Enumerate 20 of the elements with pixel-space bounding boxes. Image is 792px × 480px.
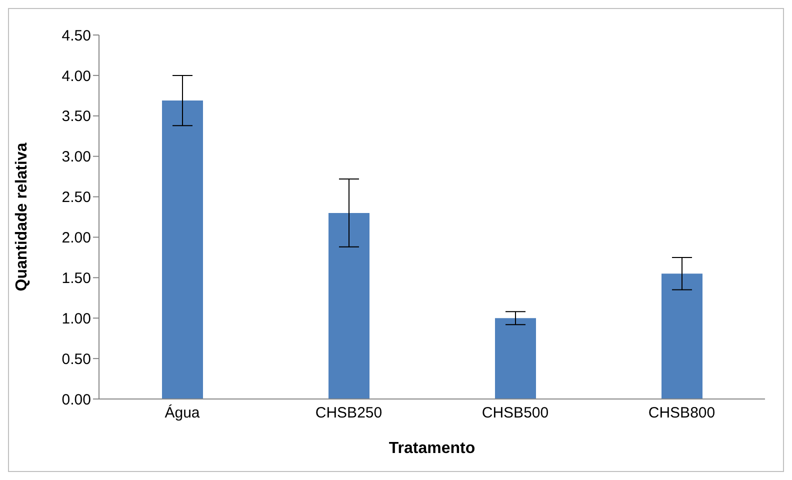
bar	[495, 318, 536, 399]
y-tick-label: 2.50	[62, 189, 91, 206]
x-tick-label: Água	[164, 404, 200, 422]
y-tick-label: 1.50	[62, 270, 91, 287]
y-tick-label: 4.50	[62, 27, 91, 44]
y-tick-label: 0.50	[62, 350, 91, 368]
bar	[662, 274, 702, 399]
bar	[328, 212, 370, 399]
y-tick-label: 4.00	[62, 68, 91, 85]
y-axis-title: Quantidade relativa	[14, 142, 31, 292]
y-tick-label: 3.50	[62, 108, 91, 126]
y-tick-label: 2.00	[62, 230, 91, 247]
x-axis-title: Tratamento	[388, 440, 476, 457]
bar	[162, 100, 203, 399]
y-tick-label: 0.00	[62, 391, 91, 408]
y-tick-label: 1.00	[62, 310, 91, 328]
x-tick-label: CHSB500	[482, 404, 549, 422]
x-tick-label: CHSB250	[315, 404, 382, 422]
y-tick-label: 3.00	[62, 148, 91, 166]
x-tick-label: CHSB800	[648, 404, 716, 422]
